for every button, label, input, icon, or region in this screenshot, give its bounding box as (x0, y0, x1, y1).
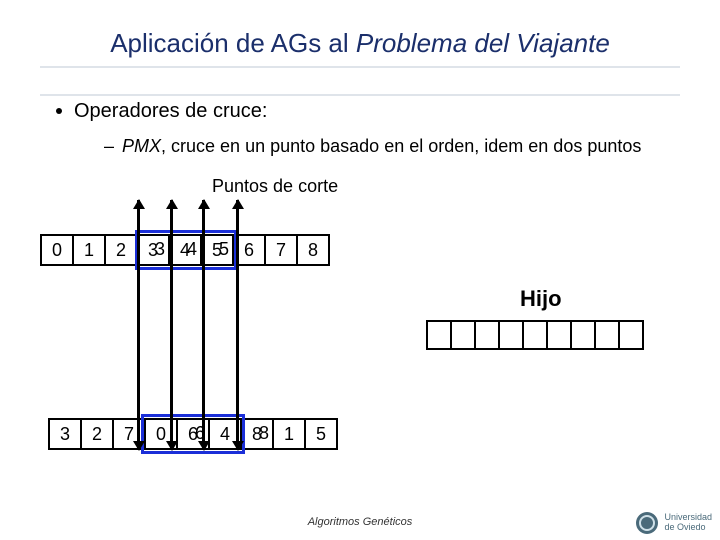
cut-arrow (202, 200, 205, 450)
cut-points-label: Puntos de corte (212, 176, 338, 197)
child-cell (450, 320, 476, 350)
logo-seal-icon (636, 512, 658, 534)
page-title: Aplicación de AGs al Problema del Viajan… (0, 28, 720, 59)
rule-bottom (40, 94, 680, 96)
hijo-label: Hijo (520, 286, 562, 312)
chromosome-cell: 1 (72, 234, 106, 266)
pmx-label: PMX (122, 136, 161, 156)
child-cell (594, 320, 620, 350)
cell-overlay: 3 (155, 239, 165, 260)
rule-top (40, 66, 680, 68)
child-strip (426, 320, 644, 350)
footer: Algoritmos Genéticos (0, 516, 720, 528)
logo-text: Universidadde Oviedo (664, 513, 712, 533)
chromosome-cell: 5 (304, 418, 338, 450)
chromosome-cell: 8 (296, 234, 330, 266)
cut-arrow (170, 200, 173, 450)
cell-overlay: 5 (219, 239, 229, 260)
title-pre: Aplicación de AGs al (110, 28, 356, 58)
sub-bullet-pmx: –PMX, cruce en un punto basado en el ord… (104, 136, 641, 157)
bullet-text: Operadores de cruce: (74, 100, 267, 122)
child-cell (546, 320, 572, 350)
title-italic: Problema del Viajante (356, 28, 610, 58)
cell-overlay: 6 (195, 423, 205, 444)
child-cell (618, 320, 644, 350)
slide: { "title_part1": "Aplicación de AGs al "… (0, 0, 720, 540)
cell-overlay: 4 (187, 239, 197, 260)
chromosome-cell: 3 (48, 418, 82, 450)
child-cell (570, 320, 596, 350)
cell-overlay: 8 (259, 423, 269, 444)
university-logo: Universidadde Oviedo (636, 512, 712, 534)
bullet-dot-icon (56, 108, 62, 114)
chromosome-cell: 2 (80, 418, 114, 450)
chromosome-cell: 1 (272, 418, 306, 450)
crossover-box-bottom (141, 414, 245, 454)
child-cell (498, 320, 524, 350)
child-cell (426, 320, 452, 350)
child-cell (474, 320, 500, 350)
bullet-operadores: Operadores de cruce: (56, 100, 267, 123)
sub-rest: , cruce en un punto basado en el orden, … (161, 136, 641, 156)
cut-arrow (236, 200, 239, 450)
chromosome-cell: 2 (104, 234, 138, 266)
dash-icon: – (104, 136, 114, 156)
chromosome-cell: 0 (40, 234, 74, 266)
child-cell (522, 320, 548, 350)
chromosome-cell: 7 (264, 234, 298, 266)
cut-arrow (137, 200, 140, 450)
